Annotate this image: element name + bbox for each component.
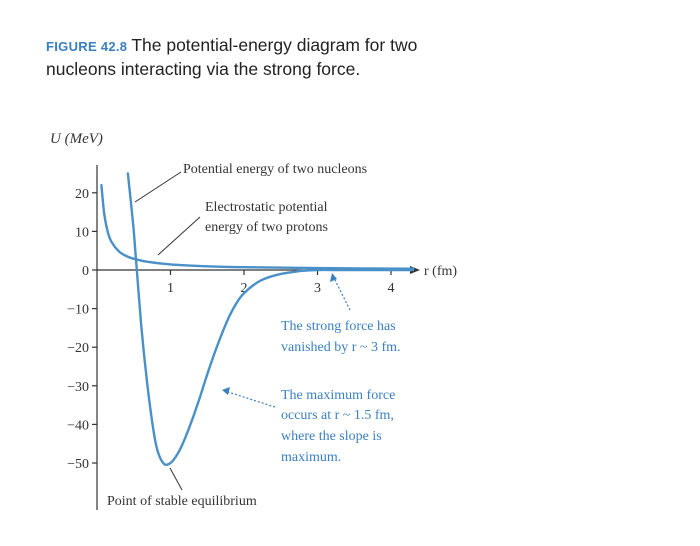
- x-tick-label: 3: [314, 281, 321, 296]
- leader-equilibrium: [169, 467, 183, 491]
- curves: [100, 172, 415, 467]
- annotation-equilibrium: Point of stable equilibrium: [107, 494, 257, 509]
- figure-caption: FIGURE 42.8 The potential-energy diagram …: [46, 34, 466, 80]
- electrostatic-potential-curve: [100, 183, 415, 270]
- annotation-vanished-line1: The strong force has: [281, 319, 396, 334]
- y-axis-label: U (MeV): [50, 131, 103, 147]
- annotation-max-force: The maximum force occurs at r ~ 1.5 fm, …: [281, 388, 399, 465]
- annotation-max-force-line2: occurs at r ~ 1.5 fm,: [281, 408, 394, 423]
- arrow-max-force: [222, 387, 230, 395]
- y-tick-label: −50: [67, 457, 89, 472]
- x-tick-label: 1: [167, 281, 174, 296]
- annotation-vanished: The strong force has vanished by r ~ 3 f…: [281, 319, 401, 355]
- y-tick-label: −30: [67, 380, 89, 395]
- annotation-electrostatic: Electrostatic potential energy of two pr…: [205, 200, 331, 235]
- y-tick-label: 10: [75, 225, 89, 240]
- annotation-max-force-line3: where the slope is: [281, 429, 382, 444]
- x-tick-label: 2: [241, 281, 248, 296]
- annotation-electrostatic-line2: energy of two protons: [205, 220, 328, 235]
- y-tick-label: 0: [82, 264, 89, 279]
- x-tick-label: 4: [388, 281, 395, 296]
- leader-vanished: [333, 277, 351, 311]
- arrow-vanished: [330, 273, 337, 282]
- annotation-max-force-line4: maximum.: [281, 450, 341, 465]
- y-tick-label: −10: [67, 303, 89, 318]
- x-axis-label: r (fm): [424, 264, 457, 279]
- y-tick-label: −20: [67, 341, 89, 356]
- y-tick-label: −40: [67, 418, 89, 433]
- leader-max-force: [227, 391, 276, 408]
- annotation-electrostatic-line1: Electrostatic potential: [205, 200, 328, 215]
- leader-nucleon: [134, 171, 182, 203]
- y-tick-label: 20: [75, 187, 89, 202]
- annotation-max-force-line1: The maximum force: [281, 388, 395, 403]
- leader-electrostatic: [157, 216, 201, 256]
- annotation-nucleon: Potential energy of two nucleons: [183, 162, 367, 177]
- figure-caption-text: The potential-energy diagram for two nuc…: [46, 35, 418, 79]
- figure-number: FIGURE 42.8: [46, 39, 128, 54]
- y-ticks: 20 10 0 −10 −20 −30 −40 −50: [67, 187, 97, 472]
- annotation-vanished-line2: vanished by r ~ 3 fm.: [281, 340, 401, 355]
- nucleon-potential-curve: [126, 172, 415, 467]
